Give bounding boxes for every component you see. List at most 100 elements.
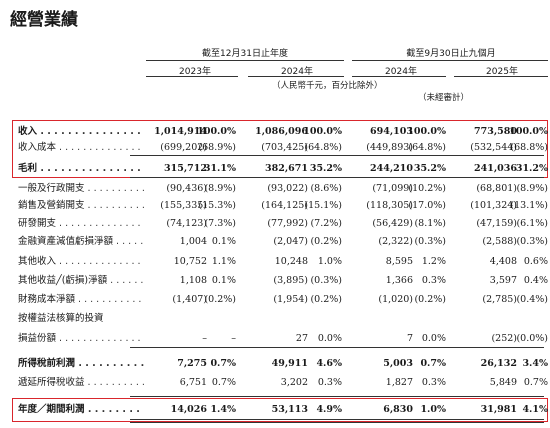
percent-cell: (7.3%) [204,218,236,229]
amount-cell: 1,004 [179,236,207,247]
percent-cell: (68.9%) [198,142,236,153]
amount-cell: 26,132 [480,358,517,369]
amount-cell: (74,123) [166,218,207,229]
percent-cell: (0.2%) [204,294,236,305]
percent-cell: (0.4%) [516,294,548,305]
year-rule-2023 [146,76,238,77]
row-label: 按權益法核算的投資 [18,313,104,324]
amount-cell: 1,014,914 [154,126,207,137]
amount-cell: (2,047) [273,236,308,247]
percent-cell: 1.2% [421,256,446,267]
percent-cell: 31.2% [515,163,548,174]
percent-cell: 4.6% [316,358,342,369]
percent-cell [166,311,236,326]
percent-cell: 0.7% [523,377,548,388]
amount-cell: (101,324) [470,200,517,211]
amount-cell: 1,366 [385,275,413,286]
percent-cell: – [231,333,236,344]
row-other-income: 其他收入 10,752 1.1% 10,248 1.0% 8,595 1.2% 4,408 0.… [0,254,550,269]
percent-cell: 4.1% [522,404,548,415]
row-label: 金融資產減值虧損淨額 [18,234,144,249]
amount-cell: 3,202 [280,377,308,388]
amount-cell: (47,159) [476,218,517,229]
amount-cell: (118,305) [366,200,413,211]
unit-note: （人民幣千元，百分比除外） [272,81,383,91]
year-header-2024-annual: 2024年 [281,67,313,77]
percent-cell: 0.3% [421,377,446,388]
amount-cell: (68,801) [476,183,517,194]
amount-cell: (2,588) [482,236,517,247]
percent-cell: 0.3% [421,275,446,286]
percent-cell: 0.0% [317,333,342,344]
year-rule-2025 [454,76,548,77]
percent-cell: (0.3%) [414,236,446,247]
row-label: 遞延所得稅收益 [18,375,144,390]
percent-cell: (0.3%) [310,275,342,286]
percent-cell: (10.2%) [408,183,446,194]
row-label: 收入 [18,124,144,139]
amount-cell: (3,895) [273,275,308,286]
amount-cell: 6,830 [383,404,413,415]
amount-cell: 4,408 [489,256,517,267]
row-general-admin: 一般及行政開支(90,436)(8.9%)(93,022)(8.6%)(71,0… [0,181,550,196]
percent-cell: 1.1% [211,256,236,267]
percent-cell: 0.7% [210,358,236,369]
percent-cell: 35.2% [413,163,446,174]
percent-cell: (0.2%) [310,236,342,247]
percent-cell: 0.6% [523,256,548,267]
percent-cell: 0.7% [211,377,236,388]
amount-cell: 382,671 [265,163,308,174]
rule-under-share-of-results [130,347,544,348]
amount-cell: – [202,333,207,344]
percent-cell: 3.4% [522,358,548,369]
rule-under-gross-profit [130,177,544,178]
percent-cell: 0.3% [317,377,342,388]
amount-cell: 1,086,096 [255,126,308,137]
percent-cell: (68.8%) [510,142,548,153]
percent-cell: (8.6%) [310,183,342,194]
amount-cell: 1,108 [179,275,207,286]
amount-cell: (2,322) [378,236,413,247]
period-header-nine-months: 截至9月30日止九個月 [406,49,496,59]
percent-cell: 100.0% [509,126,548,137]
amount-cell: 7,275 [177,358,207,369]
header-rule-annual [146,60,344,61]
row-cost-of-revenue: 收入成本(699,202)(68.9%)(703,425)(64.8%)(449… [0,140,550,155]
row-label: 研發開支 [18,216,144,231]
percent-cell: (13.1%) [510,200,548,211]
amount-cell: 241,036 [474,163,517,174]
year-header-2024-nine-months: 2024年 [385,67,417,77]
rule-under-deferred-tax [130,396,544,397]
row-label: 其他收益╱(虧損)淨額 [18,273,144,288]
percent-cell: (17.0%) [408,200,446,211]
amount-cell: (532,544) [470,142,517,153]
percent-cell: (64.8%) [304,142,342,153]
percent-cell [272,311,342,326]
percent-cell: (0.0%) [516,333,548,344]
amount-cell: 7 [406,333,413,344]
amount-cell: 1,827 [385,377,413,388]
percent-cell: 31.1% [203,163,236,174]
amount-cell: (699,202) [160,142,207,153]
amount-cell: 5,003 [383,358,413,369]
amount-cell: (2,785) [482,294,517,305]
amount-cell: 694,103 [370,126,413,137]
double-rule-under-profit [130,419,544,423]
percent-cell: 1.0% [420,404,446,415]
percent-cell: 1.0% [317,256,342,267]
row-label: 其他收入 [18,254,144,269]
amount-cell: 5,849 [489,377,517,388]
row-label: 毛利 [18,161,144,176]
rule-under-cost [130,155,544,156]
amount-cell: (1,407) [172,294,207,305]
percent-cell: 0.7% [420,358,446,369]
year-rule-2024-nine-months [352,76,446,77]
amount-cell: (93,022) [267,183,308,194]
percent-cell: (15.1%) [304,200,342,211]
amount-cell: (90,436) [166,183,207,194]
amount-cell: 31,981 [480,404,517,415]
amount-cell: (77,992) [267,218,308,229]
header-rule-nine-months [352,60,548,61]
row-label: 所得稅前利潤 [18,356,144,371]
